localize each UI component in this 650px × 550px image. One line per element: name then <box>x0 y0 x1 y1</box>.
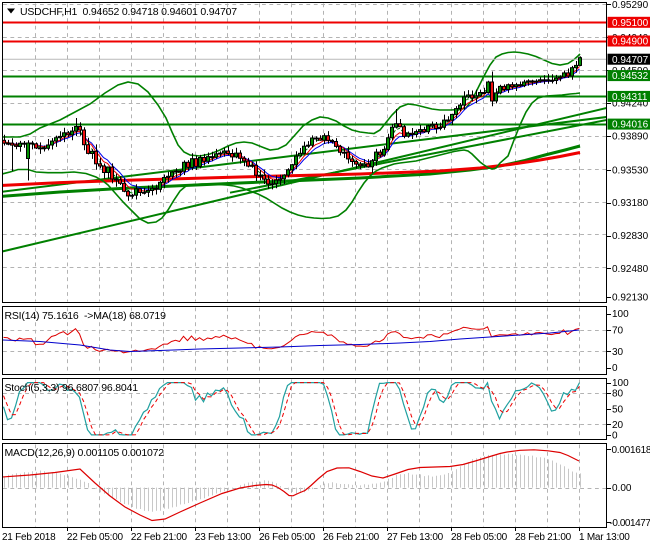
svg-text:0.94311: 0.94311 <box>612 92 648 103</box>
svg-text:-0.001477: -0.001477 <box>610 518 650 529</box>
svg-text:USDCHF,H1 0.94652 0.94718 0.9: USDCHF,H1 0.94652 0.94718 0.94601 0.9470… <box>20 6 237 18</box>
svg-text:50: 50 <box>612 404 624 415</box>
svg-text:21 Feb 2018: 21 Feb 2018 <box>2 532 56 543</box>
svg-text:70: 70 <box>612 325 624 336</box>
svg-text:20: 20 <box>612 420 624 431</box>
svg-text:22 Feb 05:00: 22 Feb 05:00 <box>67 532 124 543</box>
svg-text:0: 0 <box>612 431 618 442</box>
svg-text:26 Feb 21:00: 26 Feb 21:00 <box>323 532 380 543</box>
svg-text:0.94240: 0.94240 <box>612 99 649 110</box>
svg-text:0.95290: 0.95290 <box>612 0 649 11</box>
svg-text:0.94900: 0.94900 <box>612 37 649 48</box>
svg-text:0.92130: 0.92130 <box>612 293 649 304</box>
svg-text:28 Feb 05:00: 28 Feb 05:00 <box>451 532 508 543</box>
svg-text:0.92480: 0.92480 <box>612 264 649 275</box>
svg-text:22 Feb 21:00: 22 Feb 21:00 <box>131 532 188 543</box>
svg-text:30: 30 <box>612 347 624 358</box>
svg-text:23 Feb 13:00: 23 Feb 13:00 <box>195 532 252 543</box>
svg-text:100: 100 <box>612 378 629 389</box>
svg-text:100: 100 <box>612 309 629 320</box>
svg-text:80: 80 <box>612 389 624 400</box>
svg-text:0.001618: 0.001618 <box>612 445 650 456</box>
svg-text:Stoch(5,3,3) 96.6807 96.8041: Stoch(5,3,3) 96.6807 96.8041 <box>5 382 139 394</box>
svg-text:MACD(12,26,9) 0.001105 0.00107: MACD(12,26,9) 0.001105 0.001072 <box>5 447 165 459</box>
svg-text:28 Feb 21:00: 28 Feb 21:00 <box>515 532 572 543</box>
svg-text:0.94016: 0.94016 <box>612 120 649 131</box>
svg-text:0.93890: 0.93890 <box>612 132 649 143</box>
svg-text:1 Mar 13:00: 1 Mar 13:00 <box>579 532 630 543</box>
svg-text:0: 0 <box>612 363 618 374</box>
svg-text:RSI(14) 75.1616 ->MA(18) 68.0: RSI(14) 75.1616 ->MA(18) 68.0719 <box>5 310 167 322</box>
svg-text:0.00: 0.00 <box>612 483 632 494</box>
svg-text:0.93530: 0.93530 <box>612 165 649 176</box>
svg-text:0.93180: 0.93180 <box>612 198 649 209</box>
svg-text:0.92830: 0.92830 <box>612 231 649 242</box>
svg-text:26 Feb 05:00: 26 Feb 05:00 <box>259 532 316 543</box>
svg-text:27 Feb 13:00: 27 Feb 13:00 <box>387 532 444 543</box>
svg-text:0.94707: 0.94707 <box>612 55 649 66</box>
svg-text:0.94532: 0.94532 <box>612 71 649 82</box>
svg-text:0.95100: 0.95100 <box>612 18 649 29</box>
